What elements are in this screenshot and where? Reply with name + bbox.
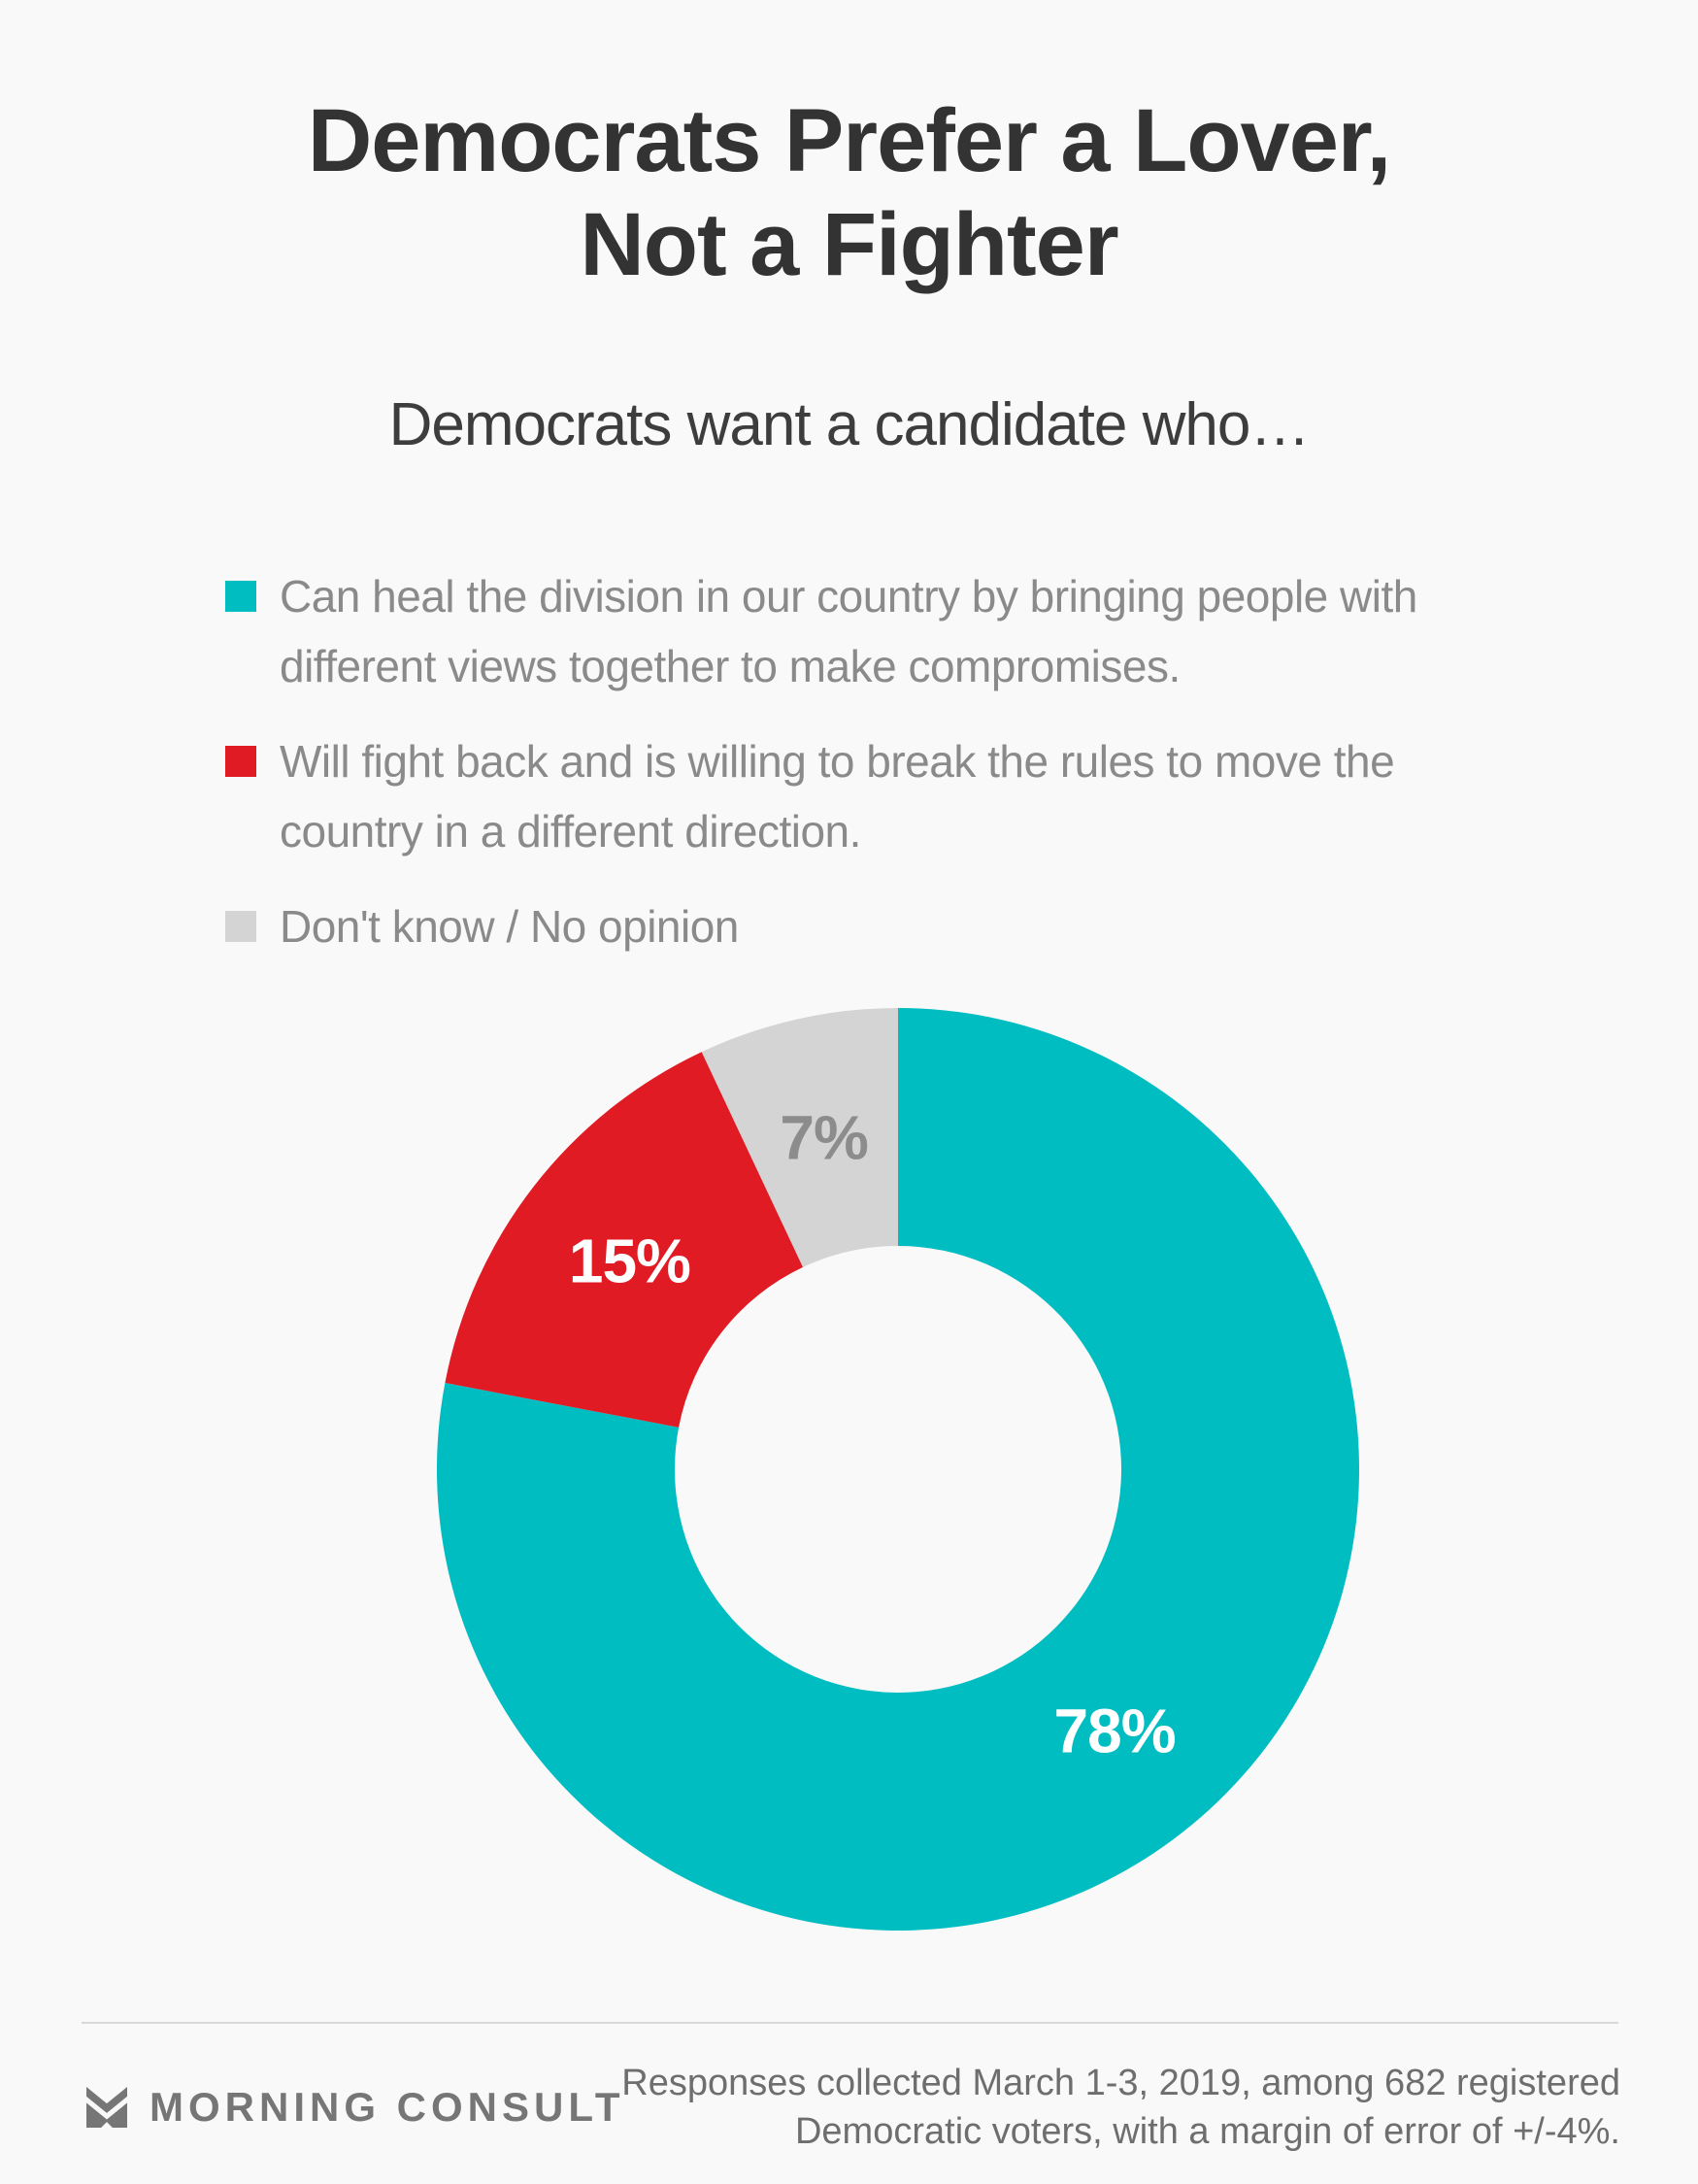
morning-consult-logo-icon <box>86 2087 127 2128</box>
slice-label-1: 15% <box>569 1226 690 1296</box>
donut-slice-1 <box>445 1052 804 1428</box>
source-note-line2: Democratic voters, with a margin of erro… <box>794 2111 1620 2152</box>
donut-slice-0 <box>436 1008 1359 1931</box>
source-note: Responses collected March 1-3, 2019, amo… <box>621 2059 1620 2156</box>
legend-item-dont-know: Don't know / No opinion <box>225 891 1516 961</box>
donut-svg: 78% 15% 7% <box>436 1008 1359 1931</box>
legend-label-fight: Will fight back and is willing to break … <box>280 736 1395 857</box>
logo-text: MORNING CONSULT <box>150 2084 625 2130</box>
donut-chart: 78% 15% 7% <box>436 1008 1359 1931</box>
chart-legend: Can heal the division in our country by … <box>225 561 1516 987</box>
chart-title-line1: Democrats Prefer a Lover, <box>307 91 1391 190</box>
legend-item-heal: Can heal the division in our country by … <box>225 561 1516 701</box>
donut-slice-2 <box>701 1008 898 1267</box>
legend-swatch-red-icon <box>225 746 256 777</box>
slice-label-2: 7% <box>780 1102 868 1172</box>
footer-divider <box>82 2022 1618 2024</box>
chart-title: Democrats Prefer a Lover, Not a Fighter <box>0 89 1698 296</box>
chart-title-line2: Not a Fighter <box>580 194 1118 294</box>
legend-label-heal: Can heal the division in our country by … <box>280 571 1417 691</box>
footer-logo: MORNING CONSULT <box>85 2084 625 2131</box>
legend-label-dont-know: Don't know / No opinion <box>280 901 739 952</box>
legend-item-fight: Will fight back and is willing to break … <box>225 726 1516 866</box>
source-note-line1: Responses collected March 1-3, 2019, amo… <box>621 2063 1620 2103</box>
slice-label-0: 78% <box>1054 1697 1176 1766</box>
chart-subtitle: Democrats want a candidate who… <box>388 391 1311 458</box>
legend-swatch-gray-icon <box>225 911 256 942</box>
legend-swatch-teal-icon <box>225 581 256 612</box>
